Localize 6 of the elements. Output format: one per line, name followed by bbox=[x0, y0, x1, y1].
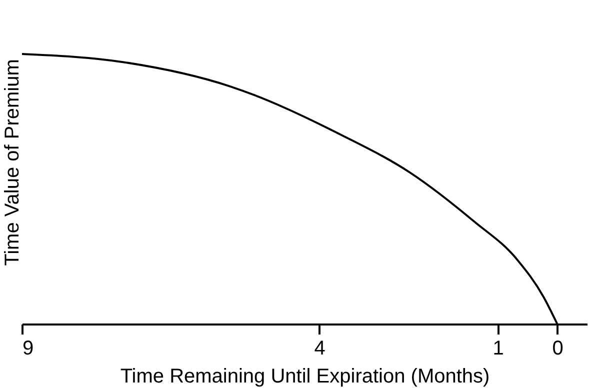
x-tick-label: 4 bbox=[314, 338, 326, 360]
x-axis-title: Time Remaining Until Expiration (Months) bbox=[120, 366, 490, 388]
y-axis-title: Time Value of Premium bbox=[2, 59, 24, 266]
x-tick-label: 0 bbox=[552, 338, 564, 360]
x-tick-label: 1 bbox=[492, 338, 504, 360]
x-tick-label: 9 bbox=[22, 338, 34, 360]
